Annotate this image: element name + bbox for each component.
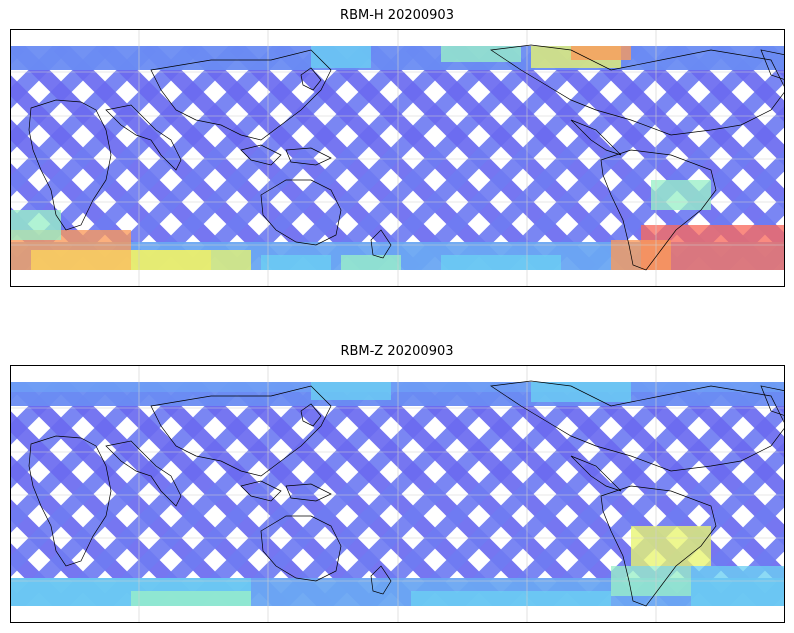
swath-layer	[11, 382, 784, 606]
swath-highlight	[311, 46, 371, 68]
swath-highlight	[651, 180, 711, 210]
swath-ascending	[11, 499, 113, 606]
swath-band-north	[11, 46, 784, 70]
coastline	[240, 480, 282, 502]
swath-descending	[317, 382, 553, 606]
coastline	[260, 515, 342, 582]
coastline	[370, 565, 392, 595]
swath-descending	[537, 46, 773, 270]
swath-highlight	[11, 210, 61, 240]
swath-descending	[449, 46, 685, 270]
swath-ascending	[713, 382, 784, 458]
coastline	[600, 485, 717, 607]
swath-highlight	[261, 255, 331, 270]
coastline	[28, 99, 112, 231]
swath-descending	[273, 46, 509, 270]
swath-descending	[317, 46, 553, 270]
coastline	[300, 403, 322, 427]
swath-ascending	[669, 46, 784, 166]
coastline	[760, 385, 784, 416]
swath-ascending	[11, 543, 69, 606]
swath-highlight	[441, 46, 521, 62]
swath-descending	[537, 382, 773, 606]
panel-title-rbm-h: RBM-H 20200903	[340, 8, 454, 23]
map-panel-rbm-z	[10, 365, 785, 623]
swath-highlight	[131, 591, 251, 606]
map-plot-rbm-h	[11, 30, 784, 286]
swath-descending	[11, 46, 113, 153]
swath-descending	[11, 382, 157, 533]
panel-title-rbm-z: RBM-Z 20200903	[340, 344, 454, 359]
swath-ascending	[669, 382, 784, 502]
swath-ascending	[713, 46, 784, 122]
swath-highlight	[411, 591, 611, 606]
coastline	[285, 483, 332, 502]
coastline	[600, 149, 717, 271]
swath-highlight	[311, 382, 391, 400]
swath-descending	[493, 46, 729, 270]
coastline	[570, 119, 622, 156]
swath-descending	[11, 382, 69, 445]
gridlines	[11, 366, 784, 622]
swath-descending	[273, 382, 509, 606]
coastline	[570, 455, 622, 492]
coastline	[260, 179, 342, 246]
map-plot-rbm-z	[11, 366, 784, 622]
coastline	[105, 440, 182, 507]
swath-descending	[97, 382, 333, 606]
coastline	[370, 229, 392, 259]
coastlines	[28, 44, 784, 271]
swath-descending	[11, 382, 113, 489]
swath-descending	[11, 382, 245, 606]
coastline	[150, 385, 332, 477]
swath-highlight	[441, 255, 561, 270]
swath-descending	[185, 46, 421, 270]
coastline	[300, 67, 322, 91]
gridlines	[11, 30, 784, 286]
swath-descending	[229, 382, 465, 606]
swath-descending	[405, 46, 641, 270]
swath-descending	[229, 46, 465, 270]
coastline	[490, 44, 784, 136]
swath-highlight	[341, 255, 401, 270]
swath-highlight	[571, 46, 631, 60]
swath-highlight	[11, 382, 784, 392]
swath-descending	[185, 382, 421, 606]
swath-descending	[141, 382, 377, 606]
swath-descending	[11, 46, 69, 109]
swath-highlight	[131, 250, 251, 270]
swath-descending	[449, 382, 685, 606]
coastline	[240, 144, 282, 166]
swath-descending	[581, 62, 784, 270]
coastline	[490, 380, 784, 472]
swath-layer	[11, 46, 784, 270]
coastline	[760, 49, 784, 80]
swath-highlight	[631, 526, 711, 566]
swath-descending	[361, 46, 597, 270]
swath-descending	[53, 382, 289, 606]
map-panel-rbm-h	[10, 29, 785, 287]
coastline	[285, 147, 332, 166]
coastlines	[28, 380, 784, 607]
coastline	[105, 104, 182, 171]
swath-descending	[11, 46, 157, 197]
coastline	[150, 49, 332, 141]
swath-descending	[361, 382, 597, 606]
swath-descending	[97, 46, 333, 270]
swath-highlight	[531, 382, 631, 402]
coastline	[28, 435, 112, 567]
swath-highlight	[691, 566, 784, 606]
swath-descending	[493, 382, 729, 606]
swath-descending	[141, 46, 377, 270]
swath-highlight	[611, 240, 671, 270]
swath-descending	[405, 382, 641, 606]
